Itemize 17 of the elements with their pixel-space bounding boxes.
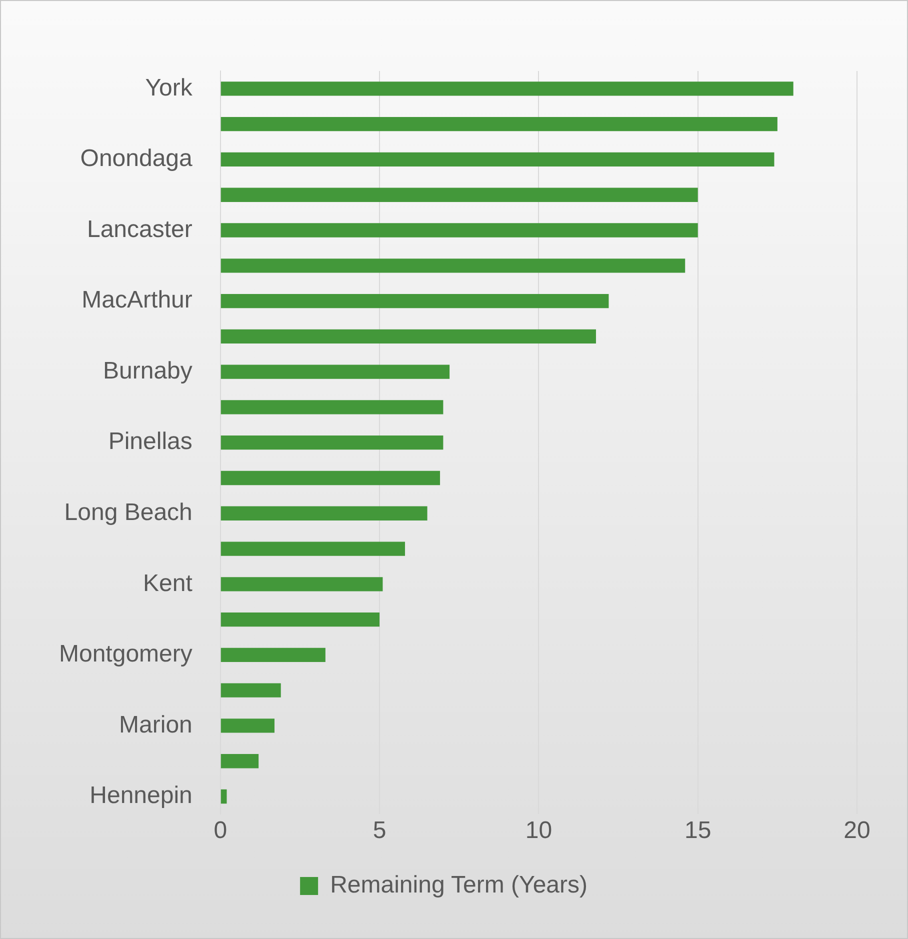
y-tick-label: Onondaga <box>80 145 194 172</box>
y-tick-label: Montgomery <box>58 640 192 668</box>
y-tick-label: Lancaster <box>86 216 192 243</box>
legend-label: Remaining Term (Years) <box>330 872 588 899</box>
y-tick-label: Burnaby <box>102 357 192 384</box>
y-tick-label: Marion <box>119 711 192 738</box>
y-tick-label: Pinellas <box>108 428 192 456</box>
y-tick-label: Long Beach <box>64 499 192 526</box>
x-tick-label: 20 <box>844 817 870 844</box>
x-tick-label: 5 <box>372 817 386 844</box>
y-tick-label: Kent <box>143 570 193 597</box>
x-tick-label: 15 <box>684 817 712 844</box>
x-tick-label: 0 <box>214 817 228 844</box>
y-tick-label: York <box>145 74 194 102</box>
y-tick-label: MacArthur <box>82 286 192 314</box>
y-tick-label: Hennepin <box>90 782 192 810</box>
x-tick-label: 10 <box>525 817 552 844</box>
